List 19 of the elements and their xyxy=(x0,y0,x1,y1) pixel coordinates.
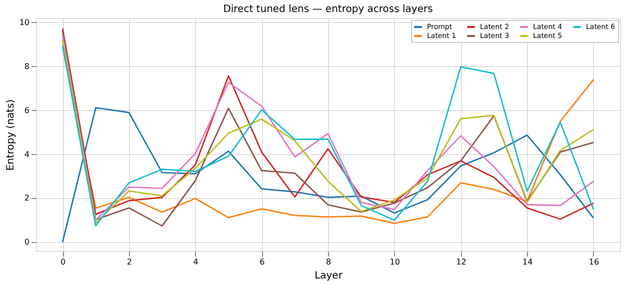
x-tick-label: 6 xyxy=(260,258,265,266)
y-tick-label: 8 xyxy=(24,62,30,71)
x-tick-label: 10 xyxy=(390,258,400,266)
x-tick-label: 8 xyxy=(326,258,332,266)
x-axis-title: Layer xyxy=(314,270,344,282)
x-tick-label: 14 xyxy=(522,258,533,266)
x-tick-label: 12 xyxy=(456,258,466,266)
chart-title: Direct tuned lens — entropy across layers xyxy=(223,4,433,15)
y-tick-label: 0 xyxy=(24,238,30,247)
x-tick-label: 16 xyxy=(588,258,600,266)
x-tick-label: 2 xyxy=(126,258,132,266)
y-axis-title: Entropy (nats) xyxy=(5,99,16,171)
y-tick-label: 4 xyxy=(24,150,30,159)
y-tick-label: 2 xyxy=(24,194,30,203)
x-tick-label: 0 xyxy=(60,258,66,266)
x-tick-label: 4 xyxy=(193,258,198,266)
line-series xyxy=(62,106,594,243)
y-tick-label: 10 xyxy=(19,18,30,27)
y-tick-label: 6 xyxy=(24,106,30,115)
